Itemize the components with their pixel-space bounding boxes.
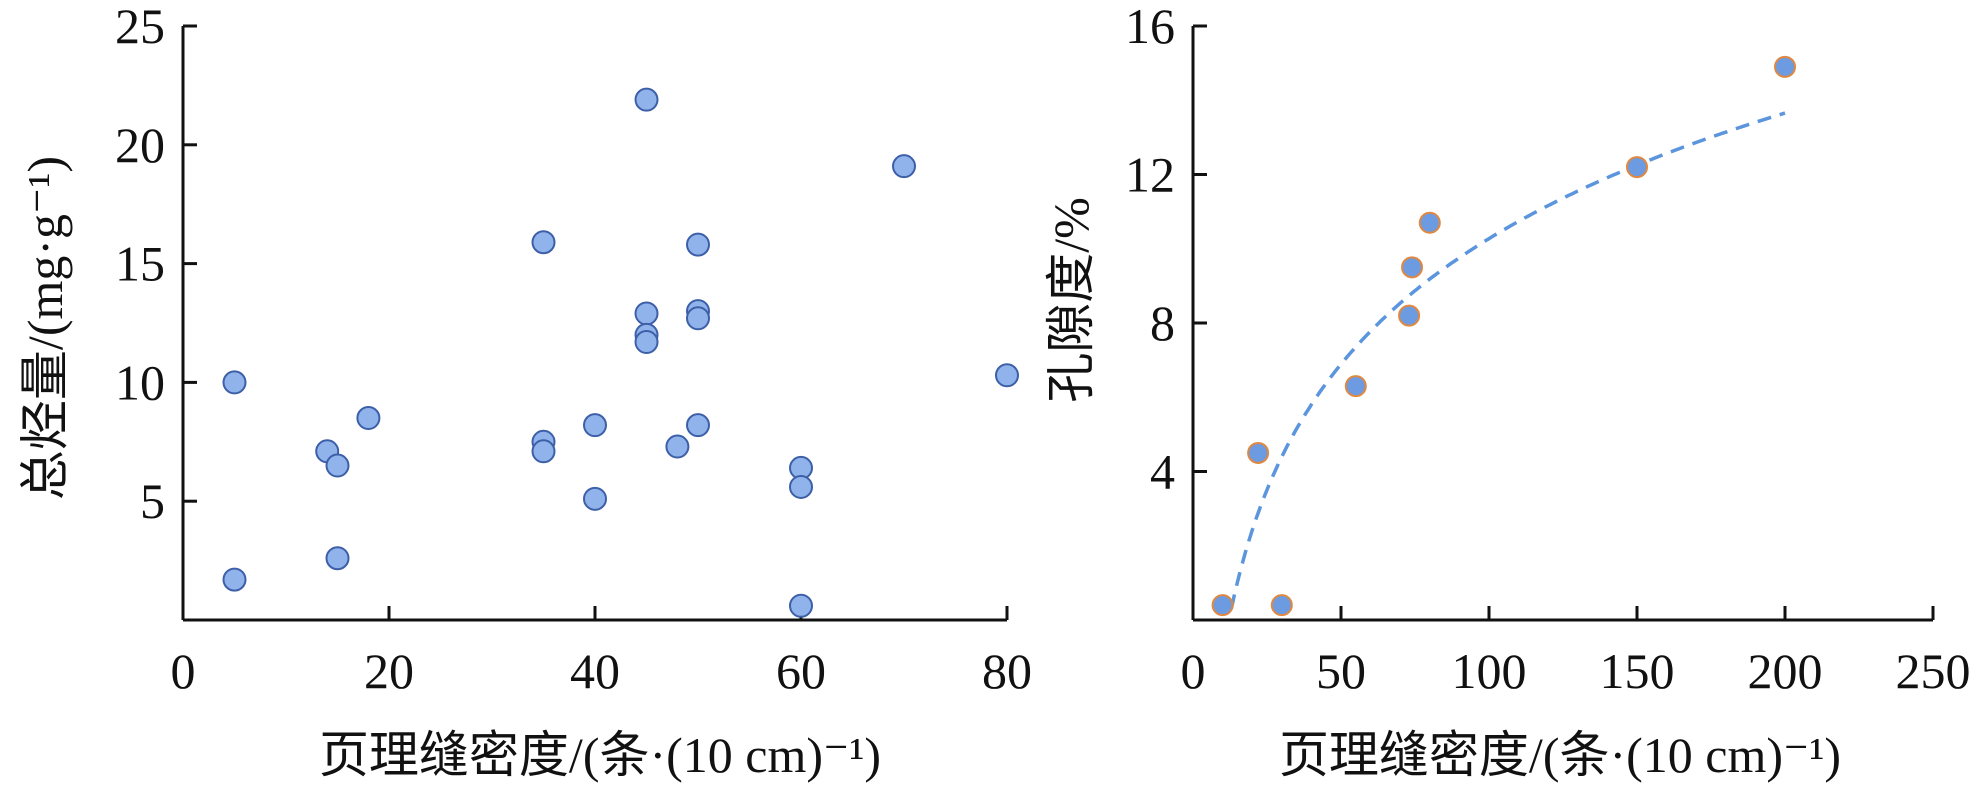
data-point bbox=[634, 330, 659, 355]
x-axis-title: 页理缝密度/(条·(10 cm)⁻¹) bbox=[1279, 727, 1841, 783]
x-axis-ticks: 0 50 100 150 200 250 bbox=[1181, 606, 1971, 699]
chart-total-hydrocarbon: 5 10 15 20 25 0 20 40 60 80 总烃量/(mg·g⁻¹) 页理缝密度/(… bbox=[17, 0, 1032, 783]
data-point bbox=[1247, 441, 1270, 464]
data-point bbox=[1270, 594, 1293, 617]
data-point bbox=[665, 434, 690, 459]
y-axis-title: 总烃量/(mg·g⁻¹) bbox=[17, 156, 73, 500]
x-tick-label: 20 bbox=[364, 643, 414, 699]
data-point bbox=[583, 486, 607, 511]
y-tick-label: 12 bbox=[1125, 147, 1175, 203]
data-point bbox=[686, 306, 710, 331]
y-tick-label: 25 bbox=[115, 0, 165, 54]
data-point bbox=[789, 474, 813, 499]
data-point bbox=[325, 453, 350, 478]
axes-lines bbox=[1191, 26, 1933, 622]
data-point bbox=[634, 301, 659, 326]
data-point bbox=[789, 593, 813, 618]
x-tick-label: 100 bbox=[1452, 643, 1527, 699]
x-tick-label: 0 bbox=[1181, 643, 1206, 699]
y-tick-label: 15 bbox=[115, 236, 165, 292]
y-tick-label: 5 bbox=[140, 473, 165, 529]
y-axis-ticks: 4 8 12 16 bbox=[1125, 0, 1207, 500]
y-tick-label: 10 bbox=[115, 354, 165, 410]
data-points bbox=[222, 87, 1019, 618]
data-point bbox=[531, 230, 556, 255]
x-tick-label: 0 bbox=[171, 643, 196, 699]
data-point bbox=[356, 406, 381, 431]
data-point bbox=[892, 154, 916, 179]
data-point bbox=[1211, 594, 1234, 617]
data-point bbox=[1344, 375, 1367, 398]
y-tick-label: 8 bbox=[1150, 295, 1175, 351]
y-tick-label: 4 bbox=[1150, 444, 1175, 500]
x-tick-label: 60 bbox=[776, 643, 826, 699]
x-tick-label: 80 bbox=[982, 643, 1032, 699]
y-tick-label: 20 bbox=[115, 117, 165, 173]
data-point bbox=[1401, 256, 1424, 279]
x-tick-label: 200 bbox=[1748, 643, 1823, 699]
data-point bbox=[531, 439, 556, 464]
data-point bbox=[222, 567, 247, 592]
x-axis-ticks: 0 20 40 60 80 bbox=[171, 606, 1032, 699]
trend-line bbox=[1229, 111, 1786, 609]
x-tick-label: 40 bbox=[570, 643, 620, 699]
data-points bbox=[1211, 55, 1796, 617]
data-point bbox=[1418, 211, 1441, 234]
x-tick-label: 150 bbox=[1600, 643, 1675, 699]
x-tick-label: 250 bbox=[1896, 643, 1971, 699]
data-point bbox=[325, 546, 350, 571]
data-point bbox=[1398, 304, 1421, 327]
data-point bbox=[995, 363, 1019, 388]
data-point bbox=[1626, 156, 1648, 179]
x-axis-title: 页理缝密度/(条·(10 cm)⁻¹) bbox=[319, 727, 881, 783]
data-point bbox=[686, 413, 710, 438]
data-point bbox=[634, 87, 659, 112]
chart-porosity: 4 8 12 16 0 50 100 150 200 250 孔隙度/% 页理缝密度/(条·(1… bbox=[1043, 0, 1971, 783]
y-axis-title: 孔隙度/% bbox=[1043, 197, 1099, 403]
y-tick-label: 16 bbox=[1125, 0, 1175, 54]
data-point bbox=[583, 413, 607, 438]
y-axis-ticks: 5 10 15 20 25 bbox=[115, 0, 197, 529]
data-point bbox=[222, 370, 247, 395]
x-tick-label: 50 bbox=[1316, 643, 1366, 699]
data-point bbox=[1774, 55, 1796, 78]
data-point bbox=[686, 232, 710, 257]
axes-lines bbox=[181, 26, 1007, 622]
